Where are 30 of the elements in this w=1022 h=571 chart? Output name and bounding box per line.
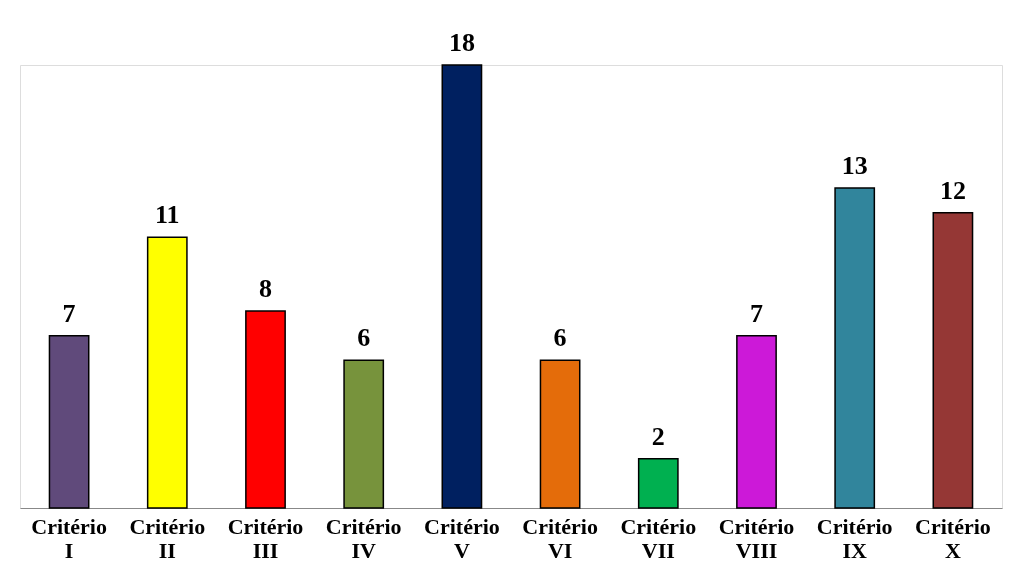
data-label: 12 [939,175,966,205]
x-tick-label: Critério IX [816,513,893,563]
bar [343,359,385,509]
x-tick-label: Critério VII [620,513,697,563]
data-label: 6 [357,323,371,353]
data-label: 13 [841,151,868,181]
bar [245,310,286,509]
x-tick-label: Critério X [915,513,991,563]
bar [932,211,974,509]
data-label: 7 [62,298,76,328]
bar [736,334,777,509]
bar [637,458,679,509]
data-label: 11 [155,200,180,230]
bar [441,64,483,509]
data-label: 2 [651,421,665,451]
x-tick-label: Critério V [424,513,500,563]
data-label: 6 [553,323,567,353]
data-label: 8 [259,274,272,304]
bar [48,334,90,509]
x-tick-label: Critério II [129,513,206,563]
data-label: 7 [750,298,763,328]
x-tick-label: Critério VIII [718,513,795,563]
data-label: 18 [448,28,475,57]
x-tick-label: Critério IV [325,513,402,563]
x-tick-label: Critério I [31,513,107,563]
bar [146,236,188,509]
bar [539,359,581,509]
x-tick-label: Critério III [227,513,304,563]
bar [834,187,876,509]
x-tick-label: Critério VI [522,513,598,563]
